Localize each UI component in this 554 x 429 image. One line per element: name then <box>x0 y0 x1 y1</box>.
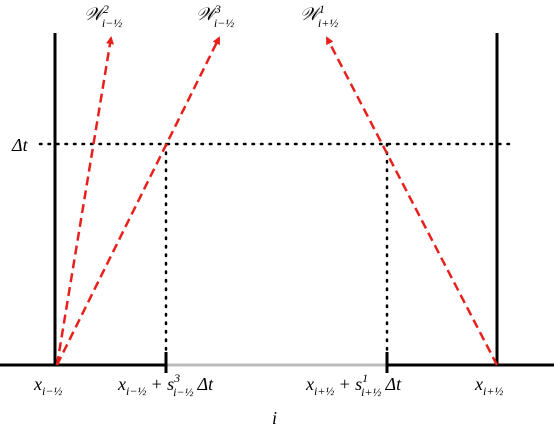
wave-arrow <box>325 36 499 366</box>
x-label: xi+½ + s1 i+½ Δt <box>305 371 402 399</box>
cell-label: i <box>272 408 277 428</box>
wave-label: 𝒲2 i−½ <box>84 2 122 30</box>
x-label: xi−½ <box>33 374 62 398</box>
wave-arrow <box>55 36 221 366</box>
wave-arrow <box>55 36 114 366</box>
wave-label: 𝒲3 i−½ <box>196 2 234 30</box>
wave-label: 𝒲1 i+½ <box>300 2 338 30</box>
x-label: xi+½ <box>474 374 503 398</box>
time-label: Δt <box>11 135 29 155</box>
x-label: xi−½ + s3 i−½ Δt <box>117 371 214 399</box>
